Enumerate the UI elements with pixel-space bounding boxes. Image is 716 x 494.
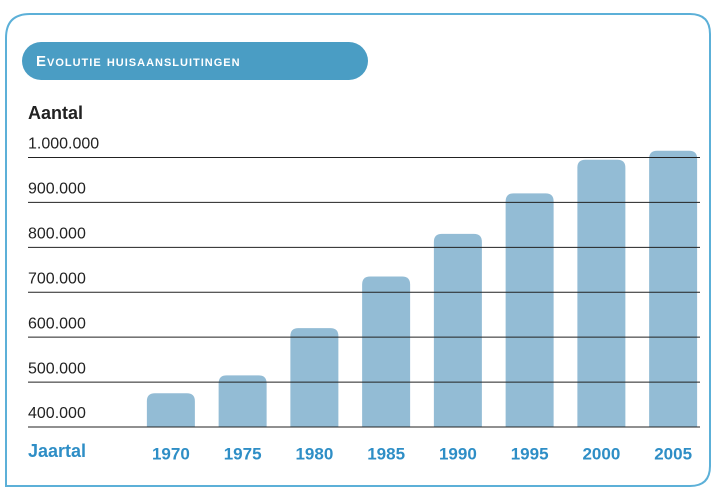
y-tick-label: 1.000.000 bbox=[28, 136, 99, 153]
y-tick-label: 400.000 bbox=[28, 405, 86, 422]
y-tick-label: 500.000 bbox=[28, 360, 86, 377]
bar bbox=[290, 328, 339, 427]
bar bbox=[362, 276, 411, 427]
bar bbox=[577, 159, 626, 427]
x-tick-label: 1980 bbox=[295, 444, 333, 463]
bar bbox=[505, 193, 554, 427]
y-tick-label: 800.000 bbox=[28, 226, 86, 243]
y-tick-label: 900.000 bbox=[28, 181, 86, 198]
bar bbox=[433, 233, 482, 427]
x-tick-label: 2000 bbox=[582, 444, 620, 463]
y-tick-label: 700.000 bbox=[28, 270, 86, 287]
x-tick-label: 1990 bbox=[439, 444, 477, 463]
x-tick-label: 1975 bbox=[224, 444, 262, 463]
x-tick-label: 1970 bbox=[152, 444, 190, 463]
bar bbox=[649, 150, 698, 427]
x-tick-label: 2005 bbox=[654, 444, 692, 463]
bar bbox=[146, 393, 195, 427]
y-axis-label: Aantal bbox=[28, 103, 83, 123]
x-tick-label: 1985 bbox=[367, 444, 405, 463]
bar bbox=[218, 375, 267, 427]
frame bbox=[5, 13, 711, 487]
x-axis-label: Jaartal bbox=[28, 441, 86, 461]
chart-title: Evolutie huisaansluitingen bbox=[36, 53, 241, 70]
title-pill bbox=[22, 42, 368, 80]
y-tick-label: 600.000 bbox=[28, 315, 86, 332]
x-tick-label: 1995 bbox=[511, 444, 549, 463]
